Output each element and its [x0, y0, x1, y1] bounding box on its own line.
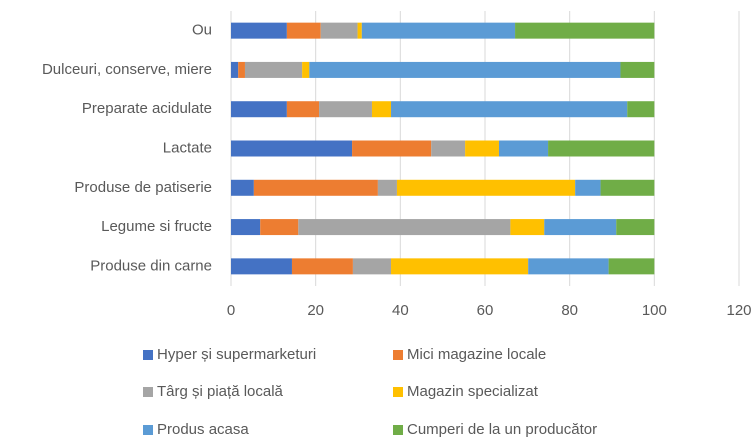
bar-segment	[260, 219, 299, 236]
bar-segment	[377, 179, 397, 196]
legend-marker	[143, 350, 153, 360]
bar-segment	[244, 61, 303, 78]
bar-segment	[286, 101, 320, 118]
legend-marker	[393, 350, 403, 360]
bar-segment	[357, 22, 362, 39]
bar-segment	[391, 258, 529, 275]
legend-label: Cumperi de la un producător	[407, 421, 597, 437]
legend-label: Târg și piață locală	[157, 383, 284, 400]
bar-segment	[608, 258, 655, 275]
legend-label: Magazin specializat	[407, 383, 539, 400]
legend-label: Hyper și supermarketuri	[157, 346, 316, 363]
bar-segment	[391, 101, 628, 118]
bar-segment	[620, 61, 655, 78]
bar-segment	[371, 101, 392, 118]
legend-label: Produs acasa	[157, 421, 249, 437]
x-tick-label: 60	[477, 302, 494, 319]
bar-segment	[231, 219, 261, 236]
legend-marker	[143, 425, 153, 435]
x-tick-label: 100	[642, 302, 667, 319]
bar-segment	[544, 219, 617, 236]
bar-segment	[600, 179, 655, 196]
legend-label: Mici magazine locale	[407, 346, 546, 363]
legend-marker	[393, 425, 403, 435]
bar-segment	[465, 140, 499, 157]
bar-segment	[309, 61, 621, 78]
bar-segment	[627, 101, 655, 118]
y-tick-label: Lactate	[163, 139, 212, 156]
bar-segment	[302, 61, 310, 78]
bar-segment	[231, 101, 287, 118]
y-tick-label: Legume si fructe	[101, 218, 212, 235]
bar-segment	[616, 219, 655, 236]
bar-segment	[396, 179, 576, 196]
bar-segment	[352, 258, 392, 275]
bar-segment	[498, 140, 549, 157]
bar-segment	[231, 258, 292, 275]
bar-segment	[548, 140, 655, 157]
bar-segment	[286, 22, 321, 39]
bar-segment	[352, 140, 432, 157]
x-tick-label: 80	[561, 302, 578, 319]
bar-segment	[510, 219, 545, 236]
bar-segment	[361, 22, 516, 39]
bar-segment	[231, 179, 254, 196]
bar-segment	[320, 22, 358, 39]
bar-segment	[431, 140, 466, 157]
bar-segment	[231, 140, 353, 157]
bar-segment	[575, 179, 601, 196]
legend-marker	[143, 387, 153, 397]
bar-segment	[238, 61, 245, 78]
x-tick-label: 0	[227, 302, 235, 319]
bar-segment	[231, 22, 287, 39]
x-tick-label: 40	[392, 302, 409, 319]
bar-segment	[319, 101, 372, 118]
x-tick-label: 20	[307, 302, 324, 319]
bar-segment	[253, 179, 378, 196]
legend-marker	[393, 387, 403, 397]
bar-segment	[291, 258, 353, 275]
y-tick-label: Preparate acidulate	[82, 100, 212, 117]
y-tick-label: Produse din carne	[90, 257, 212, 274]
y-tick-label: Ou	[192, 22, 212, 39]
bar-segment	[515, 22, 655, 39]
x-tick-label: 120	[726, 302, 751, 319]
y-tick-label: Produse de patiserie	[74, 179, 212, 196]
bar-segment	[231, 61, 239, 78]
y-tick-label: Dulceuri, conserve, miere	[42, 61, 212, 78]
bar-segment	[528, 258, 609, 275]
bar-segment	[298, 219, 511, 236]
